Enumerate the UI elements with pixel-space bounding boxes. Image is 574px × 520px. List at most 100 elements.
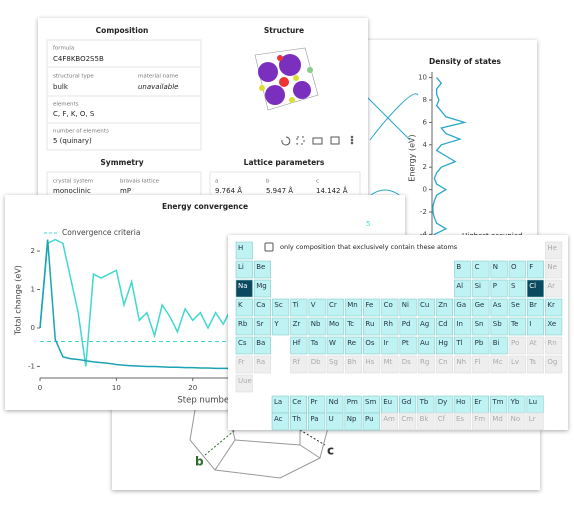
element-cell[interactable]: [290, 336, 308, 355]
element-cell[interactable]: [508, 260, 526, 279]
element-cell[interactable]: [308, 317, 326, 336]
table-icon[interactable]: [330, 136, 340, 145]
element-cell[interactable]: [454, 317, 472, 336]
element-cell[interactable]: [289, 412, 308, 431]
toolbar[interactable]: [281, 135, 354, 146]
element-cell[interactable]: [308, 336, 326, 355]
element-cell[interactable]: [235, 336, 253, 355]
element-cell[interactable]: [308, 412, 326, 431]
element-cell[interactable]: [253, 298, 271, 317]
element-cell[interactable]: [272, 317, 290, 336]
element-cell[interactable]: [454, 336, 472, 355]
element-cell[interactable]: [290, 317, 308, 336]
element-cell[interactable]: [490, 279, 508, 298]
element-cell[interactable]: [235, 241, 253, 260]
element-cell[interactable]: [526, 412, 544, 431]
element-cell[interactable]: [490, 336, 508, 355]
element-cell[interactable]: [272, 298, 290, 317]
element-cell[interactable]: [271, 412, 289, 431]
element-cell[interactable]: [454, 260, 472, 279]
element-cell[interactable]: [235, 298, 253, 317]
element-cell[interactable]: [472, 298, 490, 317]
reset-icon[interactable]: [281, 136, 291, 146]
element-cell[interactable]: [508, 412, 526, 431]
element-cell[interactable]: [472, 336, 490, 355]
element-cell[interactable]: [344, 317, 363, 336]
element-cell[interactable]: [344, 298, 363, 317]
element-cell[interactable]: [526, 260, 545, 279]
element-cell[interactable]: [435, 355, 454, 374]
element-cell[interactable]: [235, 260, 253, 279]
element-cell[interactable]: [526, 336, 545, 355]
element-cell[interactable]: [290, 355, 308, 374]
element-cell[interactable]: [453, 412, 471, 431]
element-cell[interactable]: [472, 260, 490, 279]
element-cell[interactable]: [454, 298, 472, 317]
checkbox-label[interactable]: only composition that exclusively contai…: [280, 243, 458, 251]
element-cell[interactable]: [435, 317, 454, 336]
element-cell[interactable]: [472, 279, 490, 298]
element-cell[interactable]: [381, 336, 399, 355]
element-cell[interactable]: [471, 412, 490, 431]
element-cell[interactable]: [435, 412, 453, 431]
element-cell[interactable]: [472, 355, 490, 374]
element-cell[interactable]: [363, 317, 381, 336]
element-cell[interactable]: [362, 412, 380, 431]
element-cell[interactable]: [454, 355, 472, 374]
element-cell[interactable]: [490, 317, 508, 336]
element-cell[interactable]: [435, 336, 454, 355]
element-cell[interactable]: [435, 298, 454, 317]
element-cell[interactable]: [508, 279, 526, 298]
element-cell[interactable]: [545, 298, 563, 317]
element-cell[interactable]: [344, 355, 363, 374]
element-cell[interactable]: [545, 336, 563, 355]
element-cell[interactable]: [545, 260, 563, 279]
element-cell[interactable]: [326, 298, 344, 317]
element-cell[interactable]: [326, 355, 344, 374]
element-cell[interactable]: [490, 260, 508, 279]
element-cell[interactable]: [417, 336, 435, 355]
element-cell[interactable]: [526, 298, 545, 317]
element-cell[interactable]: [344, 336, 363, 355]
element-cell[interactable]: [381, 317, 399, 336]
element-cell[interactable]: [381, 298, 399, 317]
element-cell[interactable]: [526, 355, 545, 374]
element-cell[interactable]: [399, 412, 417, 431]
element-cell[interactable]: [545, 317, 563, 336]
element-cell[interactable]: [545, 241, 563, 260]
camera-icon[interactable]: [312, 137, 323, 145]
element-cell[interactable]: [508, 355, 526, 374]
element-cell[interactable]: [380, 412, 399, 431]
element-cell[interactable]: [399, 355, 417, 374]
element-cell[interactable]: [235, 355, 253, 374]
element-cell[interactable]: [490, 355, 508, 374]
element-cell[interactable]: [417, 355, 435, 374]
element-cell[interactable]: [253, 336, 271, 355]
element-cell[interactable]: [508, 317, 526, 336]
fullscreen-icon[interactable]: [296, 136, 305, 145]
element-cell[interactable]: [253, 260, 271, 279]
element-cell[interactable]: [235, 317, 253, 336]
element-cell[interactable]: [363, 298, 381, 317]
checkbox[interactable]: [264, 242, 274, 252]
element-cell[interactable]: [253, 355, 271, 374]
element-cell[interactable]: [399, 336, 417, 355]
element-cell[interactable]: [417, 298, 435, 317]
element-cell[interactable]: [454, 279, 472, 298]
element-cell[interactable]: [308, 298, 326, 317]
element-cell[interactable]: [545, 355, 563, 374]
element-cell[interactable]: [344, 412, 362, 431]
element-cell[interactable]: [490, 298, 508, 317]
element-cell[interactable]: [235, 374, 253, 393]
element-cell[interactable]: [326, 317, 344, 336]
element-cell[interactable]: [326, 412, 344, 431]
element-cell[interactable]: [363, 336, 381, 355]
element-cell[interactable]: [472, 317, 490, 336]
element-cell[interactable]: [381, 355, 399, 374]
element-cell[interactable]: [253, 279, 271, 298]
element-cell[interactable]: [363, 355, 381, 374]
element-cell[interactable]: [526, 317, 545, 336]
element-cell[interactable]: [399, 317, 417, 336]
element-cell[interactable]: [253, 317, 271, 336]
element-cell[interactable]: [508, 298, 526, 317]
